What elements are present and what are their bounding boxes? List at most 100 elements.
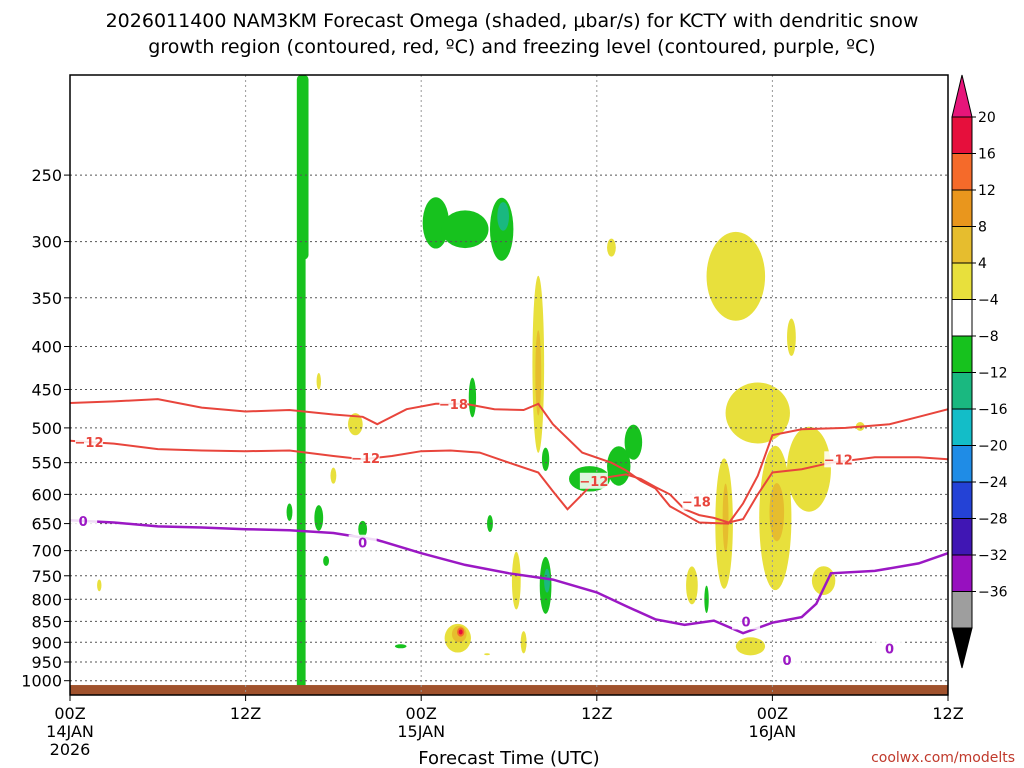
x-tick-date-2: 15JAN <box>397 722 445 741</box>
omega-region-36 <box>706 231 766 321</box>
credit-text: coolwx.com/modelts <box>871 750 1015 766</box>
ground-layer <box>70 685 948 695</box>
colorbar-label-2: 12 <box>978 183 996 199</box>
omega-region-23 <box>535 330 542 416</box>
colorbar: 20 16 12 8 4 −4 −8 −12 −16 −20 −24 −28 −32 −36 <box>951 74 1008 669</box>
colorbar-label-3: 8 <box>978 220 987 236</box>
omega-region-1 <box>299 75 309 260</box>
omega-region-28 <box>97 579 102 592</box>
omega-region-7 <box>497 202 509 231</box>
omega-region-27 <box>330 467 337 484</box>
omega-region-17 <box>286 503 293 521</box>
freezing-level-label-1-bg <box>70 512 98 529</box>
colorbar-label-1: 16 <box>978 147 996 163</box>
x-tick-date-4: 16JAN <box>749 722 797 741</box>
x-tick-label-4: 00Z <box>757 704 788 723</box>
colorbar-swatch-13 <box>951 591 973 629</box>
colorbar-swatch-7 <box>951 372 973 410</box>
omega-region-24 <box>607 238 616 257</box>
freezing-level-line <box>70 518 948 635</box>
x-tick-label-3: 12Z <box>581 704 612 723</box>
omega-region-44 <box>686 566 698 605</box>
omega-region-26 <box>348 413 363 436</box>
omega-region-25 <box>316 372 321 390</box>
omega-region-30 <box>520 631 527 654</box>
colorbar-label-6: −8 <box>978 329 999 345</box>
y-tick-label-500: 500 <box>31 419 62 438</box>
chart-title-line2: growth region (contoured, red, ºC) and f… <box>148 36 875 58</box>
dgz-minus12-label-3: −12 <box>579 475 608 490</box>
y-tick-label-750: 750 <box>31 567 62 586</box>
omega-region-18 <box>358 520 368 538</box>
dgz-minus18-line <box>70 398 948 525</box>
omega-region-47 <box>735 637 766 656</box>
y-tick-label-300: 300 <box>31 233 62 252</box>
colorbar-label-4: 4 <box>978 256 987 272</box>
omega-region-10 <box>624 424 643 460</box>
x-tick-label-0: 00Z <box>54 704 85 723</box>
dgz-minus18-label-1: −18 <box>439 398 468 413</box>
colorbar-label-9: −20 <box>978 439 1008 455</box>
axis-ticks-layer: 250 300 350 400 450 500 550 600 650 700 750 800 850 9… <box>21 166 963 759</box>
dgz-minus18-label-2: −18 <box>682 496 711 511</box>
omega-region-19 <box>323 555 330 566</box>
omega-region-34 <box>458 629 463 635</box>
colorbar-swatch-10 <box>951 481 973 519</box>
y-tick-label-400: 400 <box>31 338 62 357</box>
dgz-minus12-label-4-bg <box>824 451 853 468</box>
y-tick-label-650: 650 <box>31 515 62 534</box>
omega-region-42 <box>787 426 831 512</box>
freezing-level-label-5: 0 <box>783 654 792 669</box>
y-tick-label-850: 850 <box>31 612 62 631</box>
dgz-minus12-label-3-bg <box>579 472 608 489</box>
colorbar-top-arrow <box>951 74 973 118</box>
contour-lines-layer: −18 −18 −12 −12 −12 −12 0 0 0 0 0 <box>70 395 948 669</box>
colorbar-label-0: 20 <box>978 110 996 126</box>
x-tick-date-0: 14JAN <box>46 722 94 741</box>
colorbar-swatch-12 <box>951 554 973 592</box>
y-tick-label-900: 900 <box>31 633 62 652</box>
freezing-level-label-2-bg <box>348 534 377 551</box>
omega-region-14 <box>544 568 550 593</box>
colorbar-swatch-8 <box>951 408 973 446</box>
colorbar-swatch-3 <box>951 226 973 264</box>
colorbar-bottom-arrow <box>951 627 973 669</box>
y-tick-label-600: 600 <box>31 485 62 504</box>
freezing-level-label-4: 0 <box>885 642 894 657</box>
y-tick-label-450: 450 <box>31 380 62 399</box>
y-tick-label-1000: 1000 <box>21 672 62 691</box>
ground-surface <box>70 685 948 695</box>
x-tick-label-2: 00Z <box>406 704 437 723</box>
dgz-minus12-label-2-bg <box>351 449 380 466</box>
omega-region-8 <box>468 377 477 418</box>
y-tick-label-250: 250 <box>31 166 62 185</box>
omega-region-35 <box>484 653 490 656</box>
dgz-minus12-label-1: −12 <box>75 436 104 451</box>
colorbar-label-7: −12 <box>978 366 1008 382</box>
colorbar-label-12: −32 <box>978 548 1008 564</box>
dgz-minus12-label-2: −12 <box>351 452 380 467</box>
freezing-level-label-5-bg <box>773 652 802 669</box>
omega-region-20 <box>394 644 407 649</box>
y-tick-label-550: 550 <box>31 454 62 473</box>
colorbar-swatch-5 <box>951 299 973 337</box>
colorbar-label-10: −24 <box>978 475 1008 491</box>
x-axis-title: Forecast Time (UTC) <box>418 748 599 768</box>
freezing-level-label-3: 0 <box>742 615 751 630</box>
plot-frame <box>69 74 949 696</box>
omega-region-41 <box>769 483 785 542</box>
dgz-minus18-label-2-bg <box>682 493 711 510</box>
colorbar-label-13: −36 <box>978 585 1008 601</box>
freezing-level-label-4-bg <box>875 640 904 657</box>
freezing-level-label-2: 0 <box>358 537 367 552</box>
omega-region-5 <box>441 210 489 249</box>
colorbar-swatch-1 <box>951 153 973 191</box>
colorbar-swatch-9 <box>951 445 973 483</box>
dgz-minus12-label-1-bg <box>75 434 104 451</box>
colorbar-label-5: −4 <box>978 293 999 309</box>
omega-region-29 <box>511 551 521 610</box>
colorbar-swatch-0 <box>951 116 973 154</box>
omega-region-16 <box>314 505 324 531</box>
colorbar-label-11: −28 <box>978 512 1008 528</box>
